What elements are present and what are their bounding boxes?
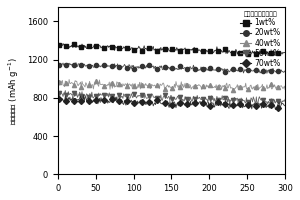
Y-axis label: 放电比容量 (mAh g$^{-1}$): 放电比容量 (mAh g$^{-1}$) (7, 57, 21, 125)
Legend: 1wt%, 20wt%, 40wt%, 56wt%, 70wt%: 1wt%, 20wt%, 40wt%, 56wt%, 70wt% (237, 8, 284, 71)
